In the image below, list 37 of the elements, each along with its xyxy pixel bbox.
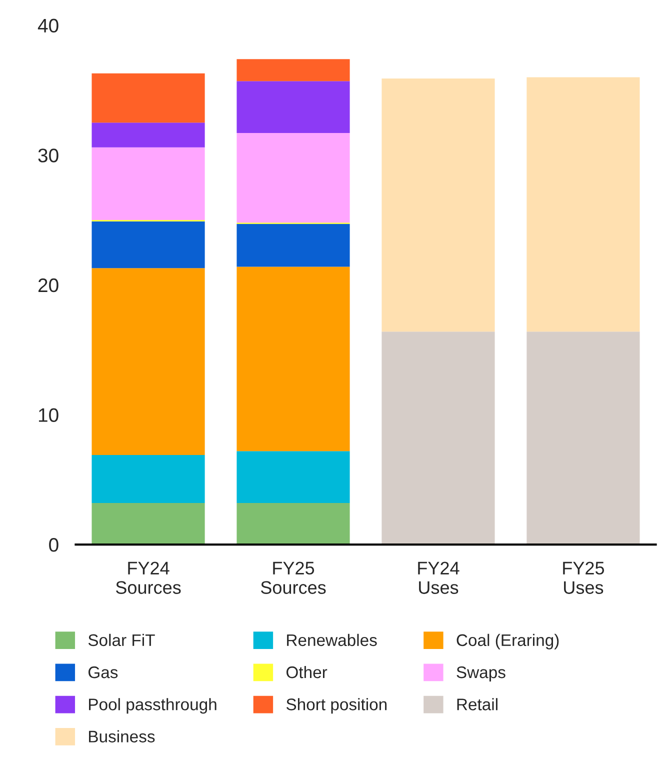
x-tick-label: FY24 Uses xyxy=(418,562,460,594)
legend-label: Coal (Eraring) xyxy=(456,634,559,650)
y-tick-label: 30 xyxy=(38,148,58,162)
bar xyxy=(92,268,205,455)
bar xyxy=(92,455,205,504)
legend-label: Gas xyxy=(88,666,118,678)
bar xyxy=(236,224,350,267)
bar xyxy=(236,133,350,223)
bar xyxy=(236,451,350,504)
bar xyxy=(236,59,350,82)
legend-label: Short position xyxy=(286,698,387,714)
bar xyxy=(382,78,495,332)
legend-label: Renewables xyxy=(287,634,377,646)
legend-label: Business xyxy=(89,730,155,742)
y-tick-label: 40 xyxy=(38,18,58,33)
bar xyxy=(236,503,350,545)
legend-label: Other xyxy=(286,666,328,678)
bar xyxy=(236,266,350,452)
bar xyxy=(92,73,205,123)
y-tick-label: 20 xyxy=(38,278,58,292)
x-tick-label: FY25 Uses xyxy=(563,562,604,594)
bar xyxy=(92,122,205,148)
bar xyxy=(92,221,205,268)
bar xyxy=(526,332,640,545)
legend-label: Pool passthrough xyxy=(89,698,216,714)
legend-label: Solar FiT xyxy=(88,634,155,646)
bar xyxy=(92,147,205,220)
bar xyxy=(236,81,350,134)
legend-label: Swaps xyxy=(456,666,506,682)
y-tick-label: 10 xyxy=(38,408,58,422)
bar xyxy=(382,332,495,545)
x-tick-label: FY24 Sources xyxy=(116,562,181,594)
y-tick-label: 0 xyxy=(49,538,58,552)
bar xyxy=(92,503,205,545)
bar xyxy=(526,77,640,332)
x-tick-label: FY25 Sources xyxy=(260,562,326,594)
legend-label: Retail xyxy=(457,698,498,710)
